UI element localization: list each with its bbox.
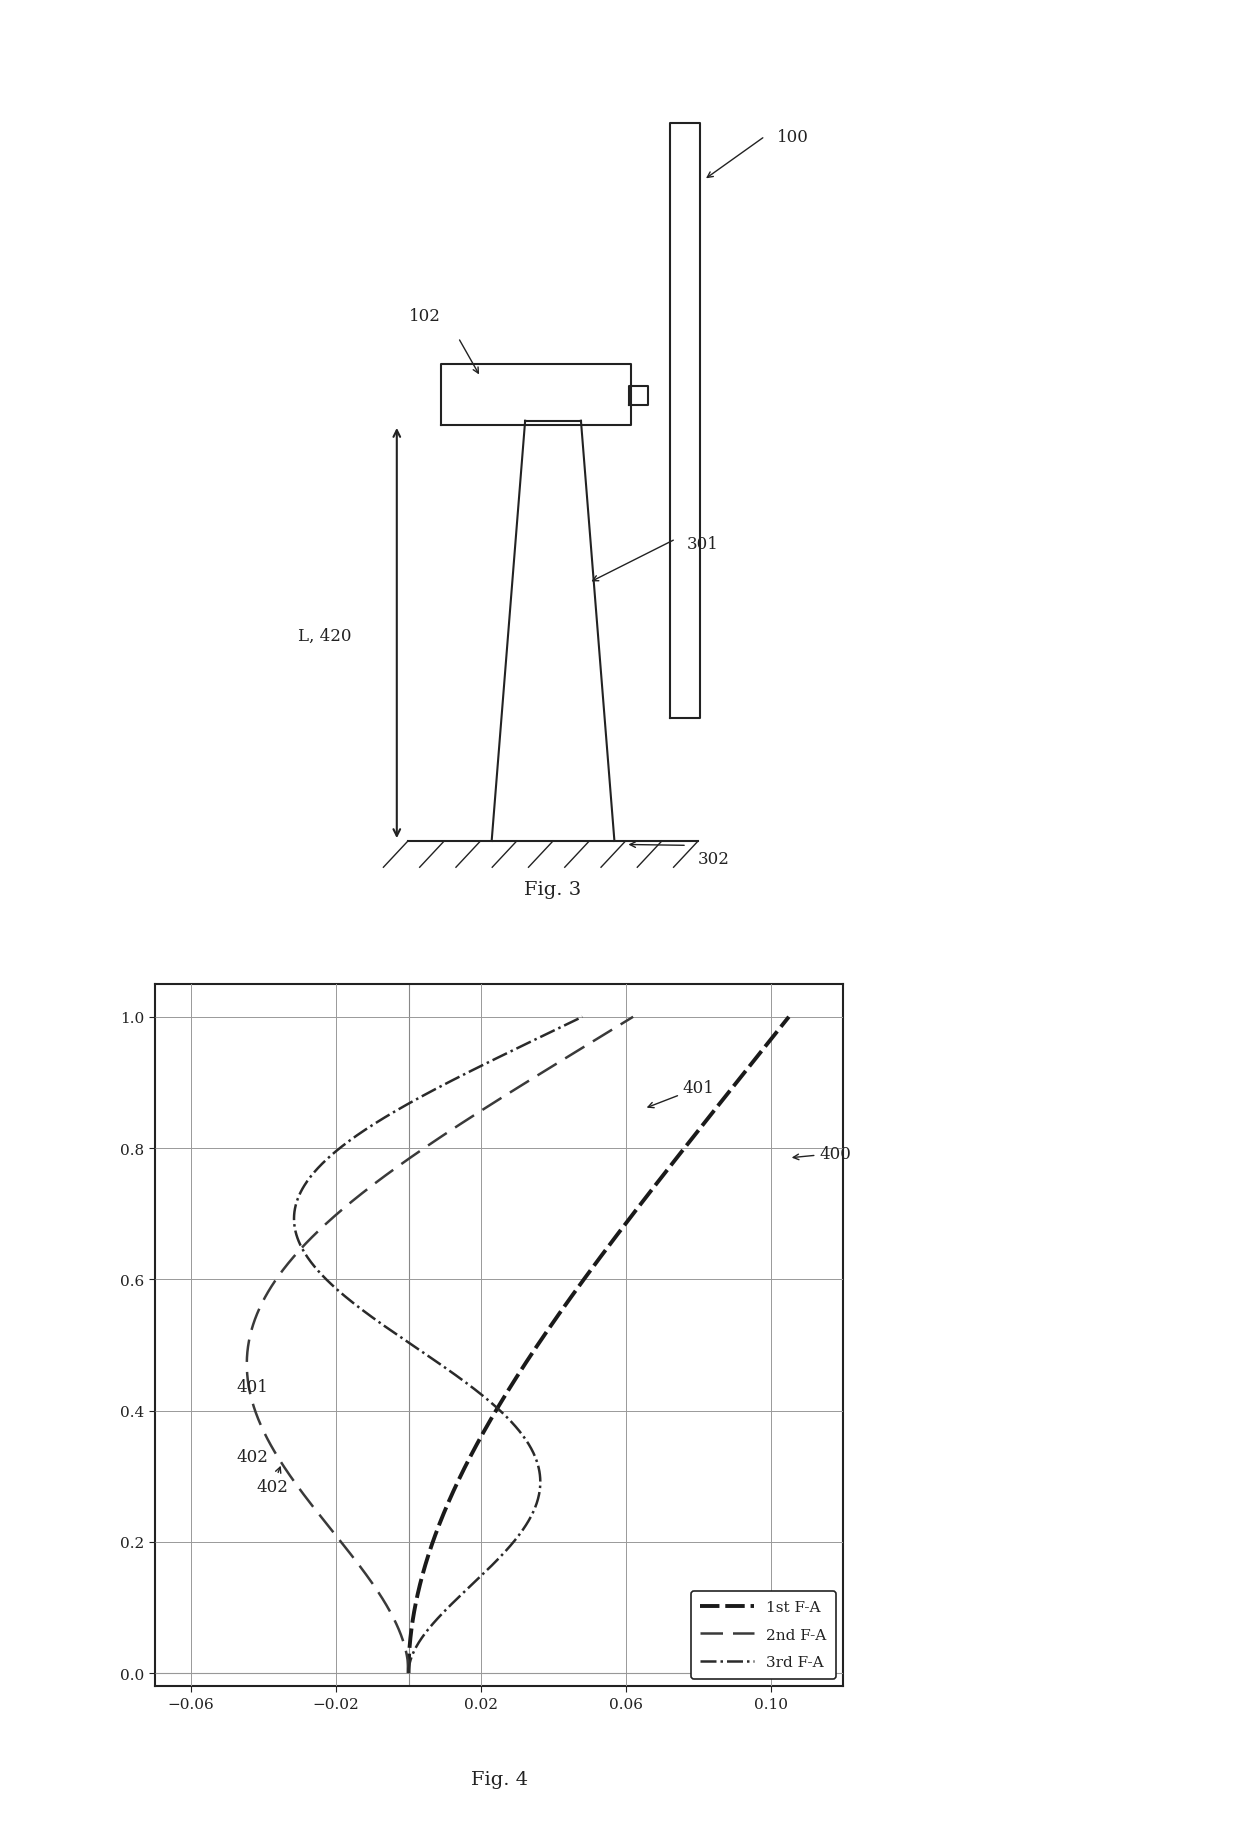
Line: 3rd F-A: 3rd F-A [294,1017,583,1674]
3rd F-A [575,1006,590,1028]
1st F-A [781,1006,796,1028]
Text: Fig. 4: Fig. 4 [470,1770,528,1788]
Text: 401: 401 [649,1079,714,1108]
Legend: 1st F-A, 2nd F-A, 3rd F-A: 1st F-A, 2nd F-A, 3rd F-A [691,1591,836,1679]
2nd F-A [373,1169,388,1190]
Line: 2nd F-A: 2nd F-A [247,1017,634,1674]
1st F-A [572,1276,587,1298]
2nd F-A [304,1493,319,1515]
3rd F-A [326,1276,341,1298]
Text: L, 420: L, 420 [298,627,351,644]
Text: 301: 301 [687,536,719,552]
Text: 302: 302 [698,850,730,868]
3rd F-A [301,1169,316,1190]
3rd F-A [289,1225,304,1247]
1st F-A [440,1493,455,1515]
Text: Fig. 3: Fig. 3 [525,881,582,899]
Text: 402: 402 [257,1468,289,1495]
3rd F-A [529,1493,544,1515]
Text: 402: 402 [236,1449,268,1466]
3rd F-A [401,1663,415,1684]
Text: 401: 401 [236,1378,268,1395]
2nd F-A [308,1225,322,1247]
1st F-A [610,1225,625,1247]
1st F-A [652,1169,667,1190]
1st F-A [420,1546,435,1568]
1st F-A [510,1365,525,1387]
2nd F-A [264,1276,279,1298]
Text: 100: 100 [777,128,808,146]
2nd F-A [239,1365,254,1387]
Line: 1st F-A: 1st F-A [408,1017,789,1674]
Text: 400: 400 [794,1145,852,1163]
1st F-A [401,1663,415,1684]
2nd F-A [626,1006,641,1028]
2nd F-A [401,1663,415,1684]
2nd F-A [346,1546,361,1568]
3rd F-A [450,1365,465,1387]
Text: 102: 102 [409,308,440,324]
3rd F-A [492,1546,507,1568]
